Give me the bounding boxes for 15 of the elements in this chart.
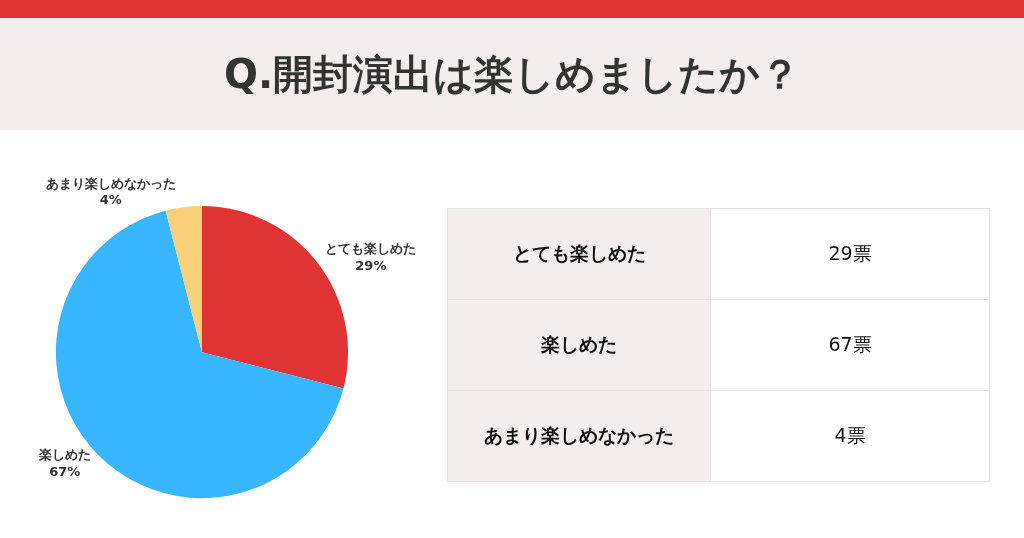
data-label: 67% (49, 464, 81, 480)
pie-slice (165, 206, 202, 353)
text: Q.開封演出は楽しめましたか？ (223, 49, 801, 99)
slice-label: 楽しめた (37, 447, 91, 463)
category-label: とても楽しめた (447, 208, 711, 300)
data-label: 29% (355, 257, 387, 273)
pie-slice (201, 206, 349, 389)
slice-label: とても楽しめた (325, 240, 417, 256)
category-label: 楽しめた (447, 299, 711, 391)
data-label: 67票 (710, 299, 990, 391)
category-label: あまり楽しめなかった (447, 390, 711, 482)
data-label: 29票 (710, 208, 990, 300)
data-label: 4票 (710, 390, 990, 482)
slice-label: あまり楽しめなかった (45, 175, 176, 191)
data-label: 4% (99, 192, 122, 208)
